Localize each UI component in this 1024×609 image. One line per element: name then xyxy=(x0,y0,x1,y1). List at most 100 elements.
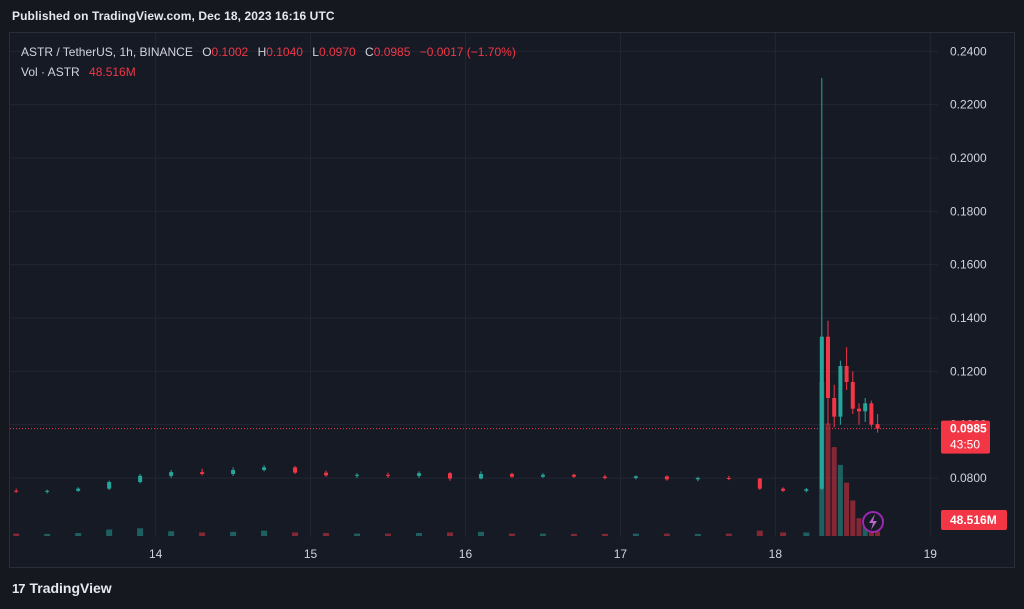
y-tick-label: 0.0800 xyxy=(950,471,987,485)
y-tick-label: 0.2000 xyxy=(950,151,987,165)
candle-body xyxy=(844,366,849,382)
symbol-label[interactable]: ASTR / TetherUS, 1h, BINANCE xyxy=(21,45,193,59)
volume-tag-bg xyxy=(941,510,1007,530)
candle-body xyxy=(863,403,868,412)
volume-bar xyxy=(106,529,113,536)
lightning-icon-bolt xyxy=(869,514,877,530)
candle-body xyxy=(45,490,50,492)
volume-bar xyxy=(831,447,837,536)
volume-bar xyxy=(694,533,701,536)
volume-bar xyxy=(780,532,787,536)
volume-bar xyxy=(230,531,237,536)
volume-bar xyxy=(508,533,515,536)
tradingview-logo-icon: 17 xyxy=(12,580,26,596)
volume-bar xyxy=(632,533,639,536)
y-tick-label: 0.1400 xyxy=(950,311,987,325)
close-label: C xyxy=(365,45,374,59)
volume-bar xyxy=(803,532,810,536)
volume-bar xyxy=(354,533,361,536)
volume-bar xyxy=(756,530,763,536)
volume-bar xyxy=(850,500,856,536)
candle-body xyxy=(386,474,391,476)
candle-body xyxy=(726,478,731,479)
volume-bar xyxy=(570,533,577,536)
volume-bar xyxy=(199,532,206,536)
open-label: O xyxy=(202,45,212,59)
candle-body xyxy=(664,476,669,480)
candle-body xyxy=(781,488,786,491)
x-tick-label: 17 xyxy=(614,547,628,561)
price-tag-countdown: 43:50 xyxy=(950,438,980,452)
price-tag-bg xyxy=(941,420,990,454)
candle-body xyxy=(417,473,422,476)
chart-legend: ASTR / TetherUS, 1h, BINANCE O0.1002 H0.… xyxy=(21,42,516,82)
x-tick-label: 18 xyxy=(769,547,783,561)
volume-bar xyxy=(168,531,175,536)
change-value: −0.0017 (−1.70%) xyxy=(419,45,516,59)
candle-body xyxy=(138,475,143,482)
candle-body xyxy=(200,472,205,474)
volume-bar xyxy=(837,464,843,536)
candle-body xyxy=(869,403,874,425)
volume-bar xyxy=(13,533,20,536)
ohlc-row: ASTR / TetherUS, 1h, BINANCE O0.1002 H0.… xyxy=(21,42,516,62)
candle-body xyxy=(262,467,267,470)
candle-body xyxy=(107,482,112,489)
x-tick-label: 19 xyxy=(924,547,938,561)
candle-body xyxy=(850,382,855,409)
candle-body xyxy=(875,424,880,429)
low-value: 0.0970 xyxy=(318,45,356,59)
volume-bar xyxy=(75,533,82,536)
volume-bar xyxy=(663,533,670,536)
branding-text: TradingView xyxy=(29,580,112,596)
volume-bar xyxy=(416,533,423,536)
volume-bar xyxy=(844,482,850,536)
candle-body xyxy=(757,478,762,489)
published-caption: Published on TradingView.com, Dec 18, 20… xyxy=(12,9,335,23)
candle-body xyxy=(293,467,298,473)
y-tick-label: 0.1200 xyxy=(950,364,987,378)
y-tick-label: 0.2200 xyxy=(950,98,987,112)
volume-bar xyxy=(385,533,392,536)
volume-tag-value: 48.516M xyxy=(950,513,997,527)
volume-bar xyxy=(137,528,144,536)
tradingview-branding[interactable]: 17 TradingView xyxy=(12,580,112,596)
candle-body xyxy=(633,476,638,478)
volume-value: 48.516M xyxy=(89,65,136,79)
candle-body xyxy=(169,472,174,476)
candle-body xyxy=(231,470,236,474)
volume-bar xyxy=(323,533,330,536)
candle-body xyxy=(76,488,81,491)
lightning-icon[interactable] xyxy=(862,511,884,533)
volume-bar xyxy=(825,423,831,536)
candle-body xyxy=(826,336,831,398)
x-tick-label: 14 xyxy=(149,547,163,561)
volume-bar xyxy=(477,531,484,536)
volume-bar xyxy=(539,533,546,536)
candle-body xyxy=(509,474,514,477)
chart-frame[interactable] xyxy=(9,32,1015,568)
candle-body xyxy=(856,408,861,412)
y-tick-label: 0.1800 xyxy=(950,204,987,218)
x-tick-label: 15 xyxy=(304,547,318,561)
volume-row: Vol · ASTR 48.516M xyxy=(21,62,516,82)
close-value: 0.0985 xyxy=(373,45,411,59)
volume-bar xyxy=(292,532,299,536)
candle-body xyxy=(819,336,824,489)
volume-bar xyxy=(725,533,732,536)
volume-bar xyxy=(261,530,268,536)
volume-bar xyxy=(601,533,608,536)
volume-label[interactable]: Vol · ASTR xyxy=(21,65,80,79)
high-value: 0.1040 xyxy=(266,45,303,59)
low-label: L xyxy=(312,45,319,59)
candle-body xyxy=(838,366,843,417)
candle-body xyxy=(571,474,576,477)
candle-body xyxy=(478,474,483,479)
open-value: 0.1002 xyxy=(211,45,249,59)
price-tag-value: 0.0985 xyxy=(950,422,987,436)
candle-body xyxy=(832,398,837,417)
candle-body xyxy=(804,489,809,491)
candle-body xyxy=(695,478,700,480)
volume-bar xyxy=(875,531,881,536)
